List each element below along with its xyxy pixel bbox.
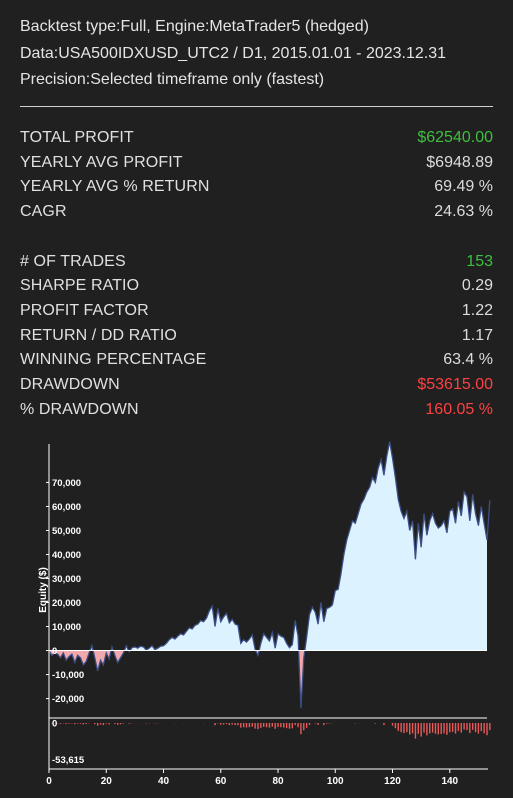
stats-spacer <box>20 225 493 250</box>
equity-line <box>48 441 491 709</box>
y-tick-label: 70,000 <box>52 478 81 489</box>
axis-layer: -20,000 -10,000 0 10,000 20,000 30,000 40,000 5… <box>46 444 488 787</box>
backtest-info: Backtest type:Full, Engine:MetaTrader5 (… <box>20 14 446 94</box>
x-tick-label: 120 <box>384 776 401 787</box>
header-divider <box>20 106 493 107</box>
stat-num-trades: # OF TRADES 153 <box>20 250 493 275</box>
stat-value: 160.05 % <box>425 400 493 418</box>
y-tick-label: 30,000 <box>52 574 81 585</box>
x-tick-label: 80 <box>272 776 284 787</box>
precision-line: Precision:Selected timeframe only (faste… <box>20 71 325 88</box>
stat-label: TOTAL PROFIT <box>20 129 134 146</box>
equity-layer <box>48 441 491 709</box>
stat-return-dd-ratio: RETURN / DD RATIO 1.17 <box>20 324 493 349</box>
x-tick-label: 0 <box>46 776 52 787</box>
stat-sharpe-ratio: SHARPE RATIO 0.29 <box>20 274 493 299</box>
drawdown-tick-label: -53,615 <box>52 755 85 766</box>
stat-value: 1.22 <box>461 301 493 319</box>
y-tick-label: 20,000 <box>52 598 81 609</box>
stat-label: % DRAWDOWN <box>20 400 139 418</box>
y-tick-label: 40,000 <box>52 550 81 561</box>
stat-value: 0.29 <box>461 277 493 295</box>
stat-value: 24.63 % <box>434 203 493 221</box>
stat-label: WINNING PERCENTAGE <box>20 351 207 369</box>
stat-winning-percentage: WINNING PERCENTAGE 63.4 % <box>20 348 493 373</box>
drawdown-tick-label: 0 <box>52 719 57 730</box>
x-tick-label: 60 <box>215 776 227 787</box>
stat-yearly-avg-profit: YEARLY AVG PROFIT $6948.89 <box>20 151 493 176</box>
stat-value: $62540.00 <box>417 129 493 146</box>
y-tick-label: -10,000 <box>52 670 84 681</box>
y-tick-label: 10,000 <box>52 622 81 633</box>
stat-label: SHARPE RATIO <box>20 277 140 295</box>
stat-value: 69.49 % <box>434 178 493 196</box>
x-tick-label: 40 <box>158 776 170 787</box>
equity-area-positive <box>49 441 487 651</box>
stat-label: PROFIT FACTOR <box>20 301 149 319</box>
stat-value: 1.17 <box>461 326 493 344</box>
stat-cagr: CAGR 24.63 % <box>20 200 493 225</box>
stat-label: DRAWDOWN <box>20 375 120 393</box>
stat-label: YEARLY AVG % RETURN <box>20 178 210 196</box>
y-tick-label: 60,000 <box>52 502 81 513</box>
stat-yearly-avg-return: YEARLY AVG % RETURN 69.49 % <box>20 175 493 200</box>
stat-value: 153 <box>466 252 493 270</box>
stat-value: $6948.89 <box>426 153 493 171</box>
stat-total-profit: TOTAL PROFIT $62540.00 <box>20 126 493 151</box>
backtest-type-line: Backtest type:Full, Engine:MetaTrader5 (… <box>20 18 369 35</box>
drawdown-layer <box>51 723 491 739</box>
stat-value: 63.4 % <box>443 351 493 369</box>
stat-value: $53615.00 <box>417 375 493 393</box>
stat-profit-factor: PROFIT FACTOR 1.22 <box>20 299 493 324</box>
y-axis-label: Equity ($) <box>38 567 49 613</box>
stat-label: # OF TRADES <box>20 252 126 270</box>
stat-label: RETURN / DD RATIO <box>20 326 177 344</box>
stat-drawdown: DRAWDOWN $53615.00 <box>20 373 493 398</box>
equity-chart: -20,000 -10,000 0 10,000 20,000 30,000 40,000 5… <box>0 440 513 798</box>
stats-table: TOTAL PROFIT $62540.00 YEARLY AVG PROFIT… <box>20 126 493 422</box>
stat-pct-drawdown: % DRAWDOWN 160.05 % <box>20 398 493 423</box>
data-range-line: Data:USA500IDXUSD_UTC2 / D1, 2015.01.01 … <box>20 44 447 62</box>
y-tick-label: -20,000 <box>52 694 84 705</box>
stat-label: YEARLY AVG PROFIT <box>20 153 183 171</box>
y-tick-label: 50,000 <box>52 526 81 537</box>
stat-label: CAGR <box>20 203 67 221</box>
y-tick-label: 0 <box>52 646 57 657</box>
x-tick-label: 20 <box>101 776 113 787</box>
x-tick-label: 100 <box>327 776 344 787</box>
x-tick-label: 140 <box>441 776 458 787</box>
